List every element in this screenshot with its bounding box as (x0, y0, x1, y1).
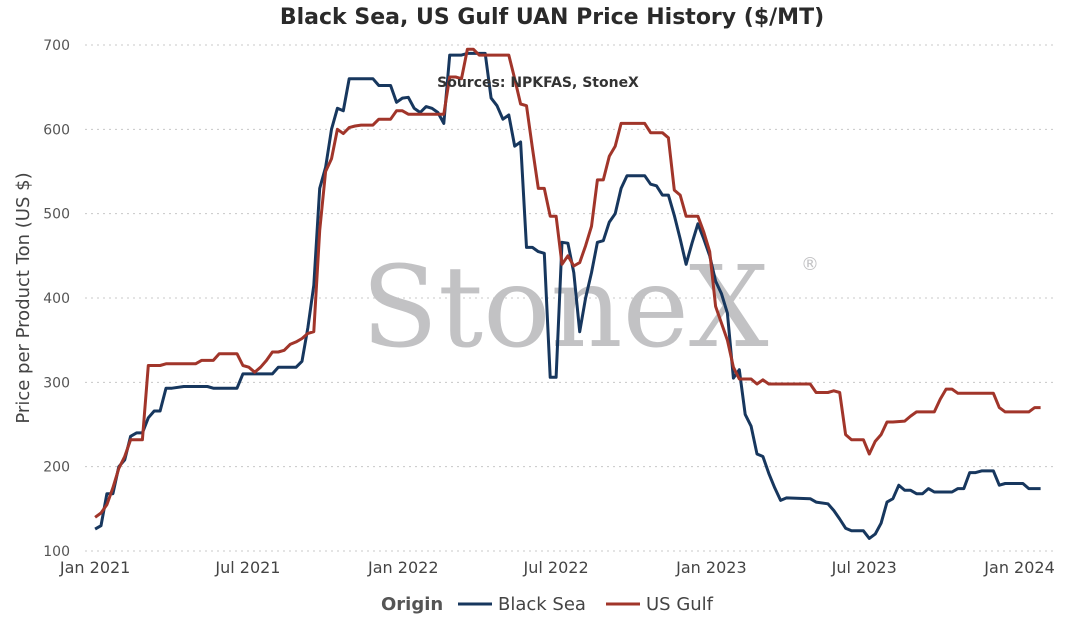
y-tick-label: 600 (43, 122, 70, 138)
y-axis-label: Price per Product Ton (US $) (13, 172, 34, 423)
series-line-us-gulf (94, 47, 1041, 519)
x-tick-label: Jan 2023 (675, 558, 746, 577)
legend: Origin Black Sea US Gulf (381, 594, 714, 615)
chart-title: Black Sea, US Gulf UAN Price History ($/… (280, 5, 824, 30)
y-tick-label: 300 (43, 375, 70, 391)
y-tick-label: 500 (43, 207, 70, 223)
watermark-text: StoneX (361, 243, 769, 373)
legend-label-black-sea: Black Sea (498, 594, 586, 615)
y-tick-label: 700 (43, 38, 70, 54)
chart-subtitle: Sources: NPKFAS, StoneX (437, 75, 639, 91)
x-tick-label: Jan 2021 (59, 558, 130, 577)
y-axis-ticks: 100 200 300 400 500 600 700 (43, 38, 70, 560)
y-tick-label: 400 (43, 291, 70, 307)
y-tick-label: 100 (43, 544, 70, 560)
legend-title: Origin (381, 594, 443, 615)
y-tick-label: 200 (43, 460, 70, 476)
x-tick-label: Jul 2021 (214, 558, 280, 577)
x-tick-label: Jul 2022 (523, 558, 589, 577)
series-line-black-sea (94, 51, 1041, 540)
series-lines (94, 47, 1041, 540)
stonex-watermark: StoneX ® (361, 243, 819, 373)
x-tick-label: Jan 2022 (367, 558, 438, 577)
x-tick-label: Jan 2024 (983, 558, 1054, 577)
legend-label-us-gulf: US Gulf (646, 594, 714, 615)
x-axis-ticks: Jan 2021 Jul 2021 Jan 2022 Jul 2022 Jan 2023… (59, 558, 1055, 577)
x-tick-label: Jul 2023 (831, 558, 897, 577)
registered-mark: ® (801, 254, 819, 275)
